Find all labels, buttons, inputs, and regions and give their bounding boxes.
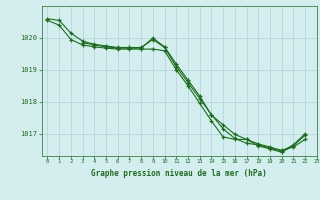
X-axis label: Graphe pression niveau de la mer (hPa): Graphe pression niveau de la mer (hPa)	[91, 169, 267, 178]
